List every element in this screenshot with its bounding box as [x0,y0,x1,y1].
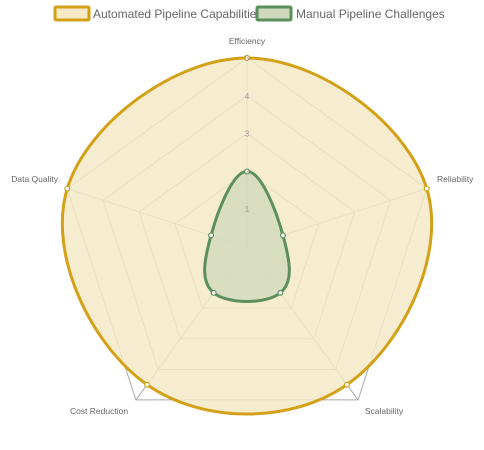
series-manual [203,168,291,303]
series-automated-point[interactable] [343,381,350,388]
axis-label-reliability: Reliability [437,174,474,184]
legend-label-manual: Manual Pipeline Challenges [296,7,445,21]
series-automated-point[interactable] [64,185,71,192]
series-automated-point[interactable] [244,54,251,61]
tick-label: 1 [245,205,250,214]
legend-swatch-automated [53,5,91,22]
series-manual-point[interactable] [244,168,251,175]
series-manual-point[interactable] [208,232,215,239]
legend-label-automated: Automated Pipeline Capabilities [93,7,262,21]
series-automated-point[interactable] [423,185,430,192]
tick-label: 3 [245,130,250,139]
radar-tick-labels: 1 2 3 4 5 [245,54,250,214]
legend-item-automated[interactable]: Automated Pipeline Capabilities [53,5,262,22]
tick-label: 2 [245,167,250,176]
series-manual-point[interactable] [210,289,217,296]
tick-label: 4 [245,92,250,101]
legend: Automated Pipeline Capabilities Manual P… [53,5,445,22]
axis-label-efficiency: Efficiency [229,36,266,46]
legend-swatch-manual [255,5,293,22]
axis-label-scalability: Scalability [365,406,404,416]
legend-item-manual[interactable]: Manual Pipeline Challenges [255,5,445,22]
series-automated-point[interactable] [144,381,151,388]
axis-labels: Efficiency Reliability Scalability Cost … [11,36,474,416]
axis-label-data-quality: Data Quality [11,174,59,184]
axis-label-cost-reduction: Cost Reduction [70,406,128,416]
tick-label: 5 [245,54,250,63]
series-manual-area [203,169,291,303]
radar-series [60,54,434,416]
series-manual-point[interactable] [277,289,284,296]
series-manual-point[interactable] [279,232,286,239]
